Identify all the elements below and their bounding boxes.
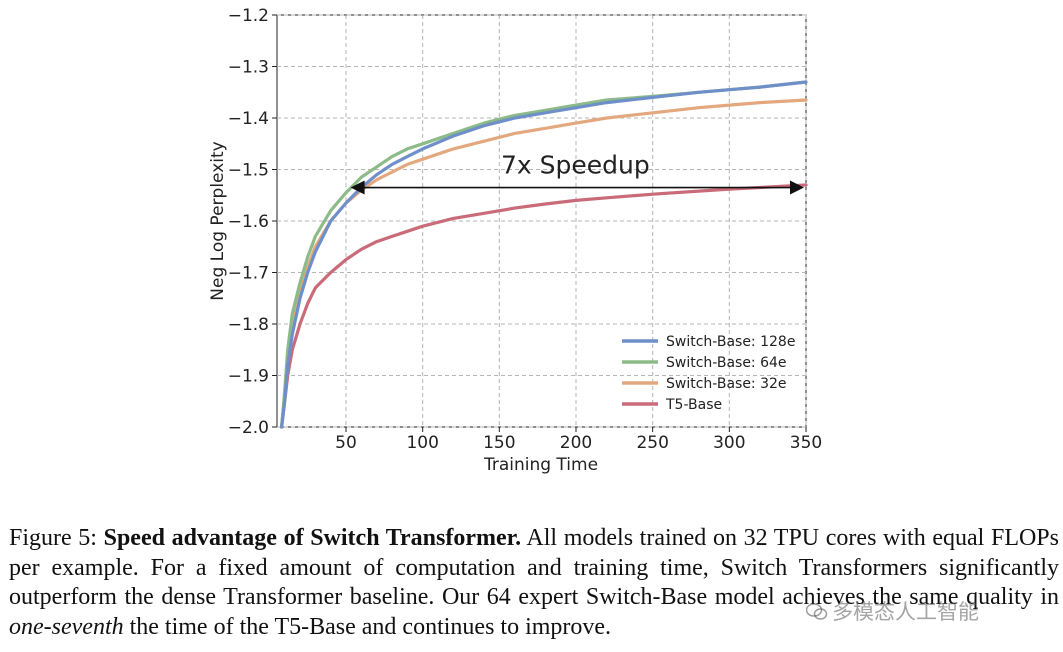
x-tick-label: 250 [636,433,668,453]
legend-label: Switch-Base: 64e [666,355,787,371]
y-axis-label: Neg Log Perplexity [208,141,228,300]
legend-label: T5-Base [665,397,722,413]
grid [277,14,807,428]
x-tick-label: 150 [483,433,515,453]
x-axis: 50 100 150 200 250 300 350 [335,427,822,453]
caption-title: Speed advantage of Switch Transformer. [103,525,522,551]
caption-text-1: All models trained on 32 TPU cores with … [9,525,1059,610]
series-line-t5-base [280,183,808,429]
caption-text-2: the time of the T5-Base and continues to… [129,613,612,640]
y-tick-label: −1.5 [228,161,269,181]
x-axis-label: Training Time [483,455,598,475]
series-lines [280,80,808,429]
y-tick-label: −1.9 [228,367,269,387]
y-tick-label: −1.7 [228,264,269,284]
y-tick-label: −1.3 [228,58,269,78]
caption-emphasis: one-seventh [9,613,124,640]
series-line-switch-base-128e [280,80,808,429]
y-tick-label: −1.4 [228,109,269,129]
x-tick-label: 350 [790,433,822,453]
legend: Switch-Base: 128e Switch-Base: 64e Switch-… [622,334,795,413]
watermark: 多模态人工智能 [806,596,979,626]
chart: −1.2 −1.3 −1.4 −1.5 −1.6 −1.7 −1.8 −1.9 −2.0 50 1… [208,6,822,475]
y-tick-label: −1.8 [228,315,269,335]
speedup-annotation-text: 7x Speedup [501,150,650,179]
x-tick-label: 50 [335,433,357,453]
x-tick-label: 300 [713,433,745,453]
y-tick-label: −1.2 [228,6,269,26]
wechat-icon [806,603,828,620]
arrow-head-right [790,180,804,195]
watermark-text: 多模态人工智能 [832,600,979,624]
plot-area [276,14,807,428]
y-axis: −1.2 −1.3 −1.4 −1.5 −1.6 −1.7 −1.8 −1.9 −2.0 [228,6,277,438]
y-tick-label: −2.0 [228,418,269,438]
x-tick-label: 100 [406,433,438,453]
figure-caption: Figure 5: Speed advantage of Switch Tran… [9,524,1059,642]
arrow-head-left [350,180,365,195]
x-tick-label: 200 [560,433,592,453]
legend-label: Switch-Base: 32e [666,376,787,392]
caption-label: Figure 5: [9,525,97,551]
annotation: 7x Speedup [350,150,804,195]
y-tick-label: −1.6 [228,212,269,232]
legend-label: Switch-Base: 128e [666,334,795,350]
